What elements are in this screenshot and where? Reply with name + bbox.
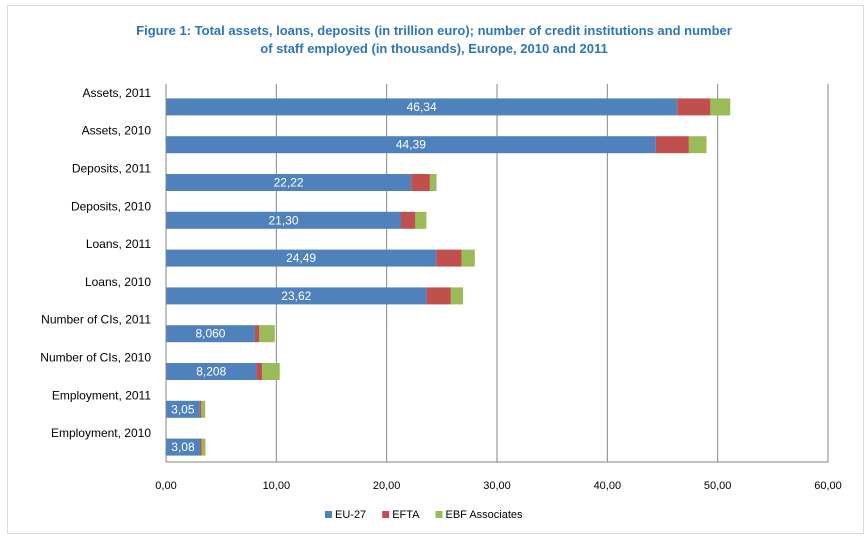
bar-series: 46,34 44,39 22,22 21,30 24,49 23,62 8,060 8,208…: [166, 98, 731, 456]
legend-swatch: [435, 511, 443, 518]
bar-efta: [199, 438, 202, 456]
bar-efta: [655, 136, 689, 154]
chart-title: Figure 1: Total assets, loans, deposits …: [0, 22, 868, 58]
bar-ebf-associates: [429, 174, 437, 191]
bar-ebf-associates: [201, 400, 206, 418]
x-tick-label: 60,00: [814, 480, 842, 492]
bar-ebf-associates: [415, 211, 427, 229]
legend-entry: EU-27: [335, 509, 366, 521]
data-label: 44,39: [396, 138, 426, 152]
category-label: Assets, 2011: [83, 86, 152, 100]
bar-eu-27: [166, 98, 678, 116]
bar-eu-27: [166, 400, 200, 418]
data-label: 8,208: [196, 365, 226, 379]
category-label: Employment, 2011: [52, 388, 151, 402]
axes: 0,00 10,00 20,00 30,00 40,00 50,00 60,00 Assets…: [40, 84, 842, 492]
data-label: 22,22: [274, 176, 304, 190]
legend: EU-27 EFTA EBF Associates: [325, 509, 523, 521]
chart-title-line-1: Figure 1: Total assets, loans, deposits …: [136, 23, 732, 38]
data-label: 8,060: [195, 327, 225, 341]
data-label: 24,49: [286, 251, 316, 265]
bar-eu-27: [166, 136, 656, 154]
category-label: Assets, 2010: [82, 124, 152, 138]
category-label: Employment, 2010: [51, 426, 151, 440]
bar-eu-27: [166, 211, 402, 229]
legend-entry: EBF Associates: [445, 509, 523, 521]
data-label: 23,62: [281, 289, 311, 303]
bar-efta: [199, 400, 202, 418]
bar-ebf-associates: [259, 325, 275, 343]
bar-eu-27: [166, 325, 255, 343]
bar-efta: [256, 363, 263, 380]
bar-efta: [254, 325, 260, 343]
legend-swatch: [382, 511, 390, 518]
category-label: Number of CIs, 2010: [40, 351, 151, 365]
bar-eu-27: [166, 249, 437, 267]
x-tick-label: 20,00: [373, 480, 401, 492]
data-label: 3,05: [171, 402, 195, 416]
bar-efta: [426, 287, 451, 305]
bar-ebf-associates: [262, 363, 280, 380]
bar-eu-27: [166, 287, 427, 305]
legend-swatch: [325, 511, 332, 518]
x-tick-label: 50,00: [704, 480, 732, 492]
data-label: 46,34: [407, 100, 437, 114]
data-label: 3,08: [171, 440, 195, 454]
bar-eu-27: [166, 174, 412, 191]
category-label: Deposits, 2010: [71, 199, 151, 213]
bar-eu-27: [166, 438, 200, 456]
bar-ebf-associates: [710, 98, 731, 116]
category-label: Loans, 2011: [86, 237, 151, 251]
category-label: Deposits, 2011: [72, 162, 151, 176]
x-tick-label: 40,00: [594, 480, 622, 492]
x-tick-label: 0,00: [155, 480, 176, 492]
bar-ebf-associates: [688, 136, 707, 154]
data-label: 21,30: [268, 213, 298, 227]
x-tick-label: 30,00: [483, 480, 511, 492]
x-tick-label: 10,00: [263, 480, 291, 492]
chart-title-line-2: of staff employed (in thousands), Europe…: [260, 41, 608, 56]
category-label: Number of CIs, 2011: [41, 313, 151, 327]
bar-efta: [677, 98, 711, 116]
bar-eu-27: [166, 363, 257, 380]
legend-entry: EFTA: [392, 509, 420, 521]
category-label: Loans, 2010: [85, 275, 151, 289]
bar-efta: [436, 249, 462, 267]
bar-ebf-associates: [201, 438, 206, 456]
bar-efta: [401, 211, 416, 229]
bar-ebf-associates: [450, 287, 464, 305]
chart-frame: [7, 5, 864, 534]
bar-ebf-associates: [461, 249, 475, 267]
bar-efta: [411, 174, 430, 191]
